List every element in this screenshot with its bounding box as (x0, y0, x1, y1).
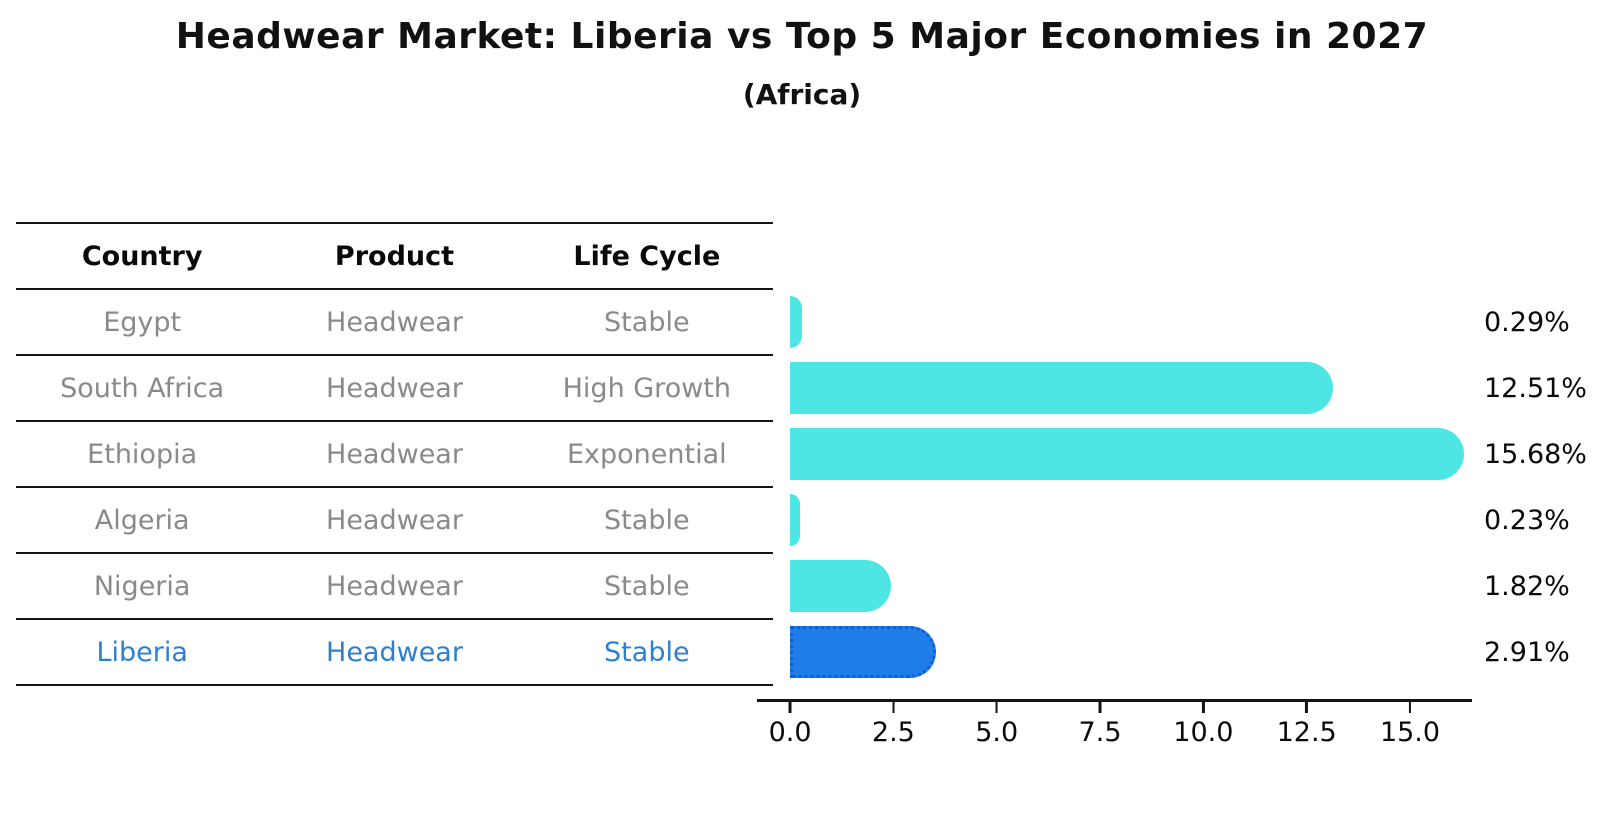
table-row: Egypt Headwear Stable (16, 290, 773, 356)
table-header-row: Country Product Life Cycle (16, 224, 773, 290)
table-header-product: Product (334, 240, 455, 272)
life-cycle-cell: High Growth (562, 372, 731, 404)
bar-track: 15.68% (790, 421, 1587, 487)
bar-track: 12.51% (790, 355, 1587, 421)
value-label: 0.29% (1484, 306, 1570, 338)
country-cell: Nigeria (93, 570, 191, 602)
table-header-life-cycle: Life Cycle (573, 240, 721, 272)
product-cell: Headwear (326, 438, 463, 470)
bar (790, 428, 1465, 480)
table-row-highlight-liberia: Liberia Headwear Stable (16, 620, 773, 686)
country-cell: South Africa (60, 372, 225, 404)
bar-track: 1.82% (790, 553, 1570, 619)
country-cell: Ethiopia (87, 438, 198, 470)
bar-track: 0.23% (790, 487, 1570, 553)
tick-label: 10.0 (1173, 717, 1234, 748)
tick-mark (788, 702, 792, 713)
table-row: Nigeria Headwear Stable (16, 554, 773, 620)
tick-mark (1305, 702, 1308, 713)
chart-title: Headwear Market: Liberia vs Top 5 Major … (175, 16, 1429, 57)
table-row: Algeria Headwear Stable (16, 488, 773, 554)
bar-track: 2.91% (790, 619, 1570, 685)
country-cell: Liberia (96, 636, 188, 668)
tick-label: 7.5 (1078, 717, 1122, 748)
value-label: 0.23% (1484, 504, 1570, 536)
bar (790, 560, 892, 612)
country-table: Country Product Life Cycle Egypt Headwea… (16, 222, 773, 686)
product-cell: Headwear (326, 570, 463, 602)
x-tick: 7.5 (1079, 702, 1122, 748)
life-cycle-cell: Stable (604, 504, 690, 536)
x-tick: 12.5 (1277, 702, 1337, 748)
x-axis-ticks: 0.0 2.5 5.0 7.5 10.0 12.5 15.0 (757, 702, 1472, 762)
x-tick: 5.0 (975, 702, 1018, 748)
life-cycle-cell: Exponential (566, 438, 727, 470)
country-cell: Egypt (103, 306, 182, 338)
x-tick: 10.0 (1173, 702, 1233, 748)
x-tick: 2.5 (872, 702, 915, 748)
bar (790, 494, 800, 546)
tick-label: 5.0 (975, 717, 1019, 748)
life-cycle-cell: Stable (604, 570, 690, 602)
tick-mark (995, 702, 998, 713)
x-axis-line (757, 699, 1472, 702)
tick-label: 0.0 (768, 717, 812, 748)
x-tick: 15.0 (1380, 702, 1440, 748)
chart-subtitle: (Africa) (742, 78, 862, 111)
value-label: 12.51% (1484, 372, 1587, 404)
value-label: 15.68% (1484, 438, 1587, 470)
x-tick: 0.0 (769, 702, 812, 748)
tick-label: 2.5 (871, 717, 915, 748)
life-cycle-cell: Stable (604, 636, 690, 668)
bar-highlight-liberia (790, 626, 937, 678)
country-cell: Algeria (94, 504, 190, 536)
product-cell: Headwear (326, 504, 463, 536)
product-cell: Headwear (326, 636, 463, 668)
table-row: South Africa Headwear High Growth (16, 356, 773, 422)
table-header-country: Country (81, 240, 203, 272)
product-cell: Headwear (326, 306, 463, 338)
value-label: 1.82% (1484, 570, 1570, 602)
bar (790, 296, 802, 348)
tick-label: 15.0 (1379, 717, 1441, 748)
bar-track: 0.29% (790, 289, 1570, 355)
tick-mark (1408, 702, 1412, 713)
product-cell: Headwear (326, 372, 463, 404)
life-cycle-cell: Stable (604, 306, 690, 338)
table-row: Ethiopia Headwear Exponential (16, 422, 773, 488)
tick-mark (892, 702, 895, 713)
bar (790, 362, 1334, 414)
tick-label: 12.5 (1276, 717, 1337, 748)
tick-mark (1098, 702, 1102, 713)
value-label: 2.91% (1484, 636, 1570, 668)
bar-plot: 0.29% 12.51% 15.68% 0.23% 1.82% 2.91% (790, 289, 1587, 685)
tick-mark (1202, 702, 1205, 713)
